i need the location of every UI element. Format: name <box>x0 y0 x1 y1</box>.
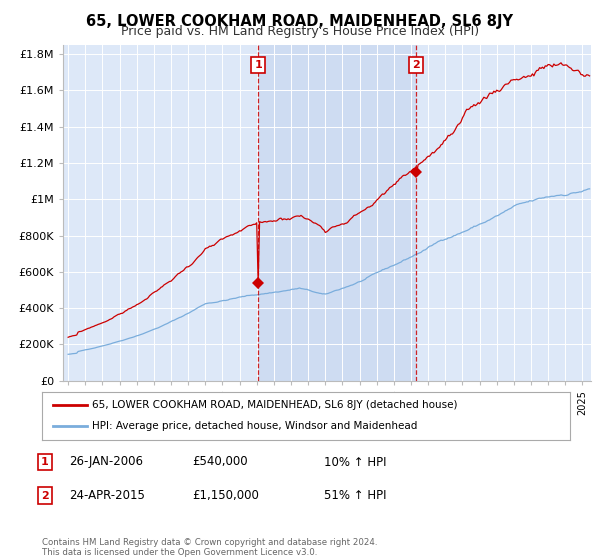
Text: Price paid vs. HM Land Registry's House Price Index (HPI): Price paid vs. HM Land Registry's House … <box>121 25 479 38</box>
Text: Contains HM Land Registry data © Crown copyright and database right 2024.
This d: Contains HM Land Registry data © Crown c… <box>42 538 377 557</box>
Text: 1: 1 <box>41 457 49 467</box>
Bar <box>258 45 416 381</box>
Text: £540,000: £540,000 <box>192 455 248 469</box>
Text: 65, LOWER COOKHAM ROAD, MAIDENHEAD, SL6 8JY (detached house): 65, LOWER COOKHAM ROAD, MAIDENHEAD, SL6 … <box>92 400 458 410</box>
Text: 2: 2 <box>412 60 420 70</box>
Text: 10% ↑ HPI: 10% ↑ HPI <box>324 455 386 469</box>
Text: 24-APR-2015: 24-APR-2015 <box>69 489 145 502</box>
Text: £1,150,000: £1,150,000 <box>192 489 259 502</box>
Text: 51% ↑ HPI: 51% ↑ HPI <box>324 489 386 502</box>
Text: 1: 1 <box>254 60 262 70</box>
Text: 2: 2 <box>41 491 49 501</box>
Text: 65, LOWER COOKHAM ROAD, MAIDENHEAD, SL6 8JY: 65, LOWER COOKHAM ROAD, MAIDENHEAD, SL6 … <box>86 14 514 29</box>
Text: 26-JAN-2006: 26-JAN-2006 <box>69 455 143 469</box>
Text: HPI: Average price, detached house, Windsor and Maidenhead: HPI: Average price, detached house, Wind… <box>92 421 418 431</box>
